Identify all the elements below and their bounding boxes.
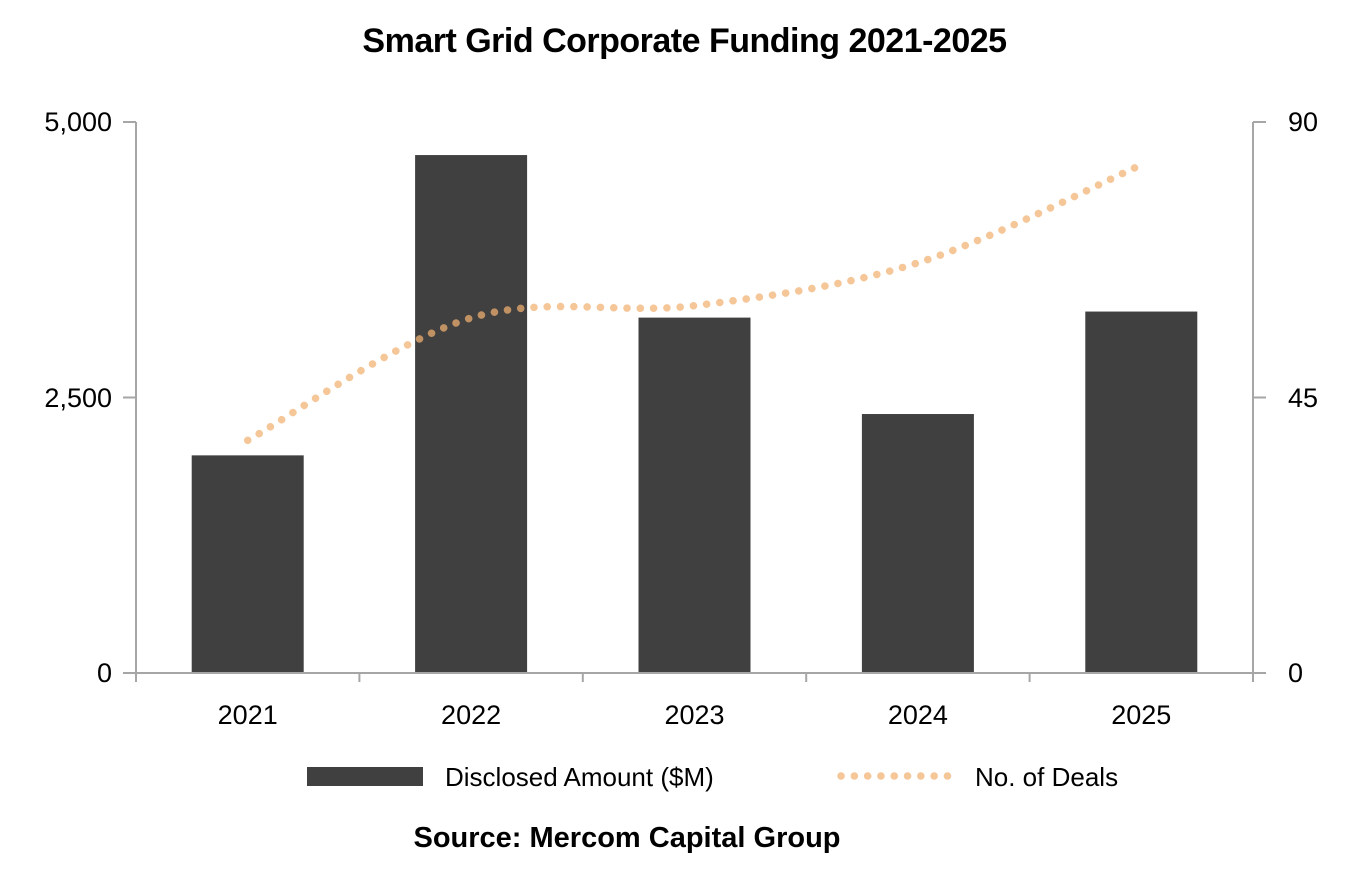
bar-2023: [638, 317, 751, 673]
chart-title: Smart Grid Corporate Funding 2021-2025: [362, 22, 1007, 60]
x-axis-label-2025: 2025: [1111, 700, 1172, 730]
bar-2021: [191, 455, 304, 673]
y-left-tick-label: 5,000: [44, 107, 112, 137]
y-left-tick-label: 2,500: [44, 382, 112, 413]
legend-bar-swatch: [307, 767, 423, 786]
x-axis-label-2021: 2021: [217, 700, 278, 730]
x-axis-label-2023: 2023: [664, 700, 725, 730]
bar-2022: [415, 155, 528, 673]
y-left-tick-label: 0: [96, 658, 112, 688]
deals-dotted-line: [243, 161, 1146, 445]
x-axis-label-2024: 2024: [887, 700, 948, 730]
legend-label-disclosed-amount: Disclosed Amount ($M): [445, 762, 714, 792]
x-axis-label-2022: 2022: [441, 700, 502, 730]
y-right-tick-label: 45: [1288, 382, 1319, 413]
source-note: Source: Mercom Capital Group: [413, 822, 841, 854]
bar-2025: [1085, 311, 1198, 673]
legend-label-no-of-deals: No. of Deals: [975, 762, 1119, 792]
y-right-tick-label: 90: [1288, 107, 1319, 137]
bar-2024: [861, 414, 974, 673]
y-right-tick-label: 0: [1288, 658, 1304, 688]
legend-dotted-line-swatch: [837, 772, 963, 780]
